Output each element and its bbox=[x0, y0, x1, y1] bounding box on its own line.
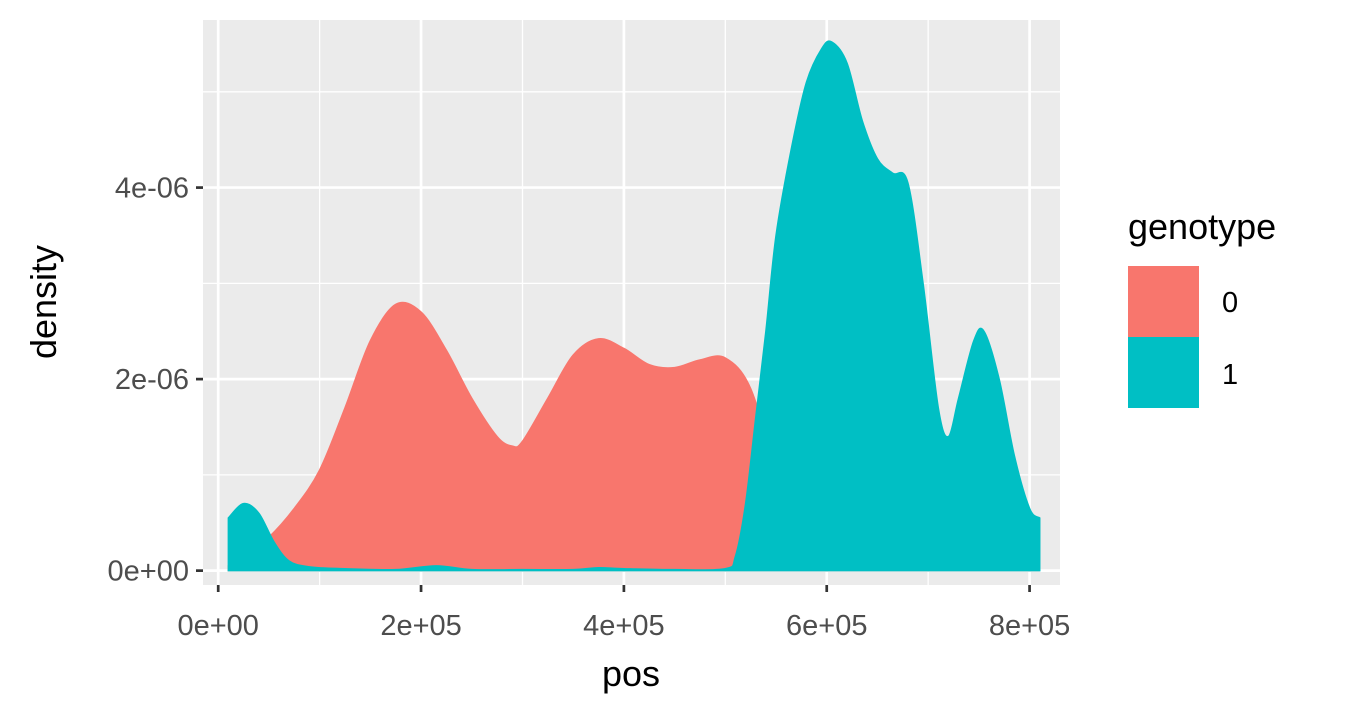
density-areas bbox=[227, 40, 1041, 572]
x-axis-title: pos bbox=[602, 653, 660, 694]
y-axis: 0e+00 2e-06 4e-06 bbox=[108, 173, 203, 588]
x-tick-label: 8e+05 bbox=[989, 610, 1070, 642]
legend-key-0 bbox=[1128, 266, 1199, 337]
y-axis-title: density bbox=[23, 245, 64, 359]
x-tick-label: 2e+05 bbox=[380, 610, 461, 642]
density-area-genotype-1 bbox=[227, 40, 1041, 572]
x-tick-label: 4e+05 bbox=[583, 610, 664, 642]
legend-key-1 bbox=[1128, 337, 1199, 408]
y-tick-label: 4e-06 bbox=[115, 173, 189, 205]
y-tick-label: 2e-06 bbox=[115, 364, 189, 396]
x-axis: 0e+00 2e+05 4e+05 6e+05 8e+05 bbox=[177, 585, 1070, 642]
x-tick-label: 0e+00 bbox=[177, 610, 258, 642]
legend-label-1: 1 bbox=[1222, 359, 1238, 391]
legend-title: genotype bbox=[1128, 206, 1276, 247]
x-tick-label: 6e+05 bbox=[786, 610, 867, 642]
legend: genotype 0 1 bbox=[1128, 206, 1276, 408]
legend-label-0: 0 bbox=[1222, 287, 1238, 319]
y-tick-label: 0e+00 bbox=[108, 556, 189, 588]
